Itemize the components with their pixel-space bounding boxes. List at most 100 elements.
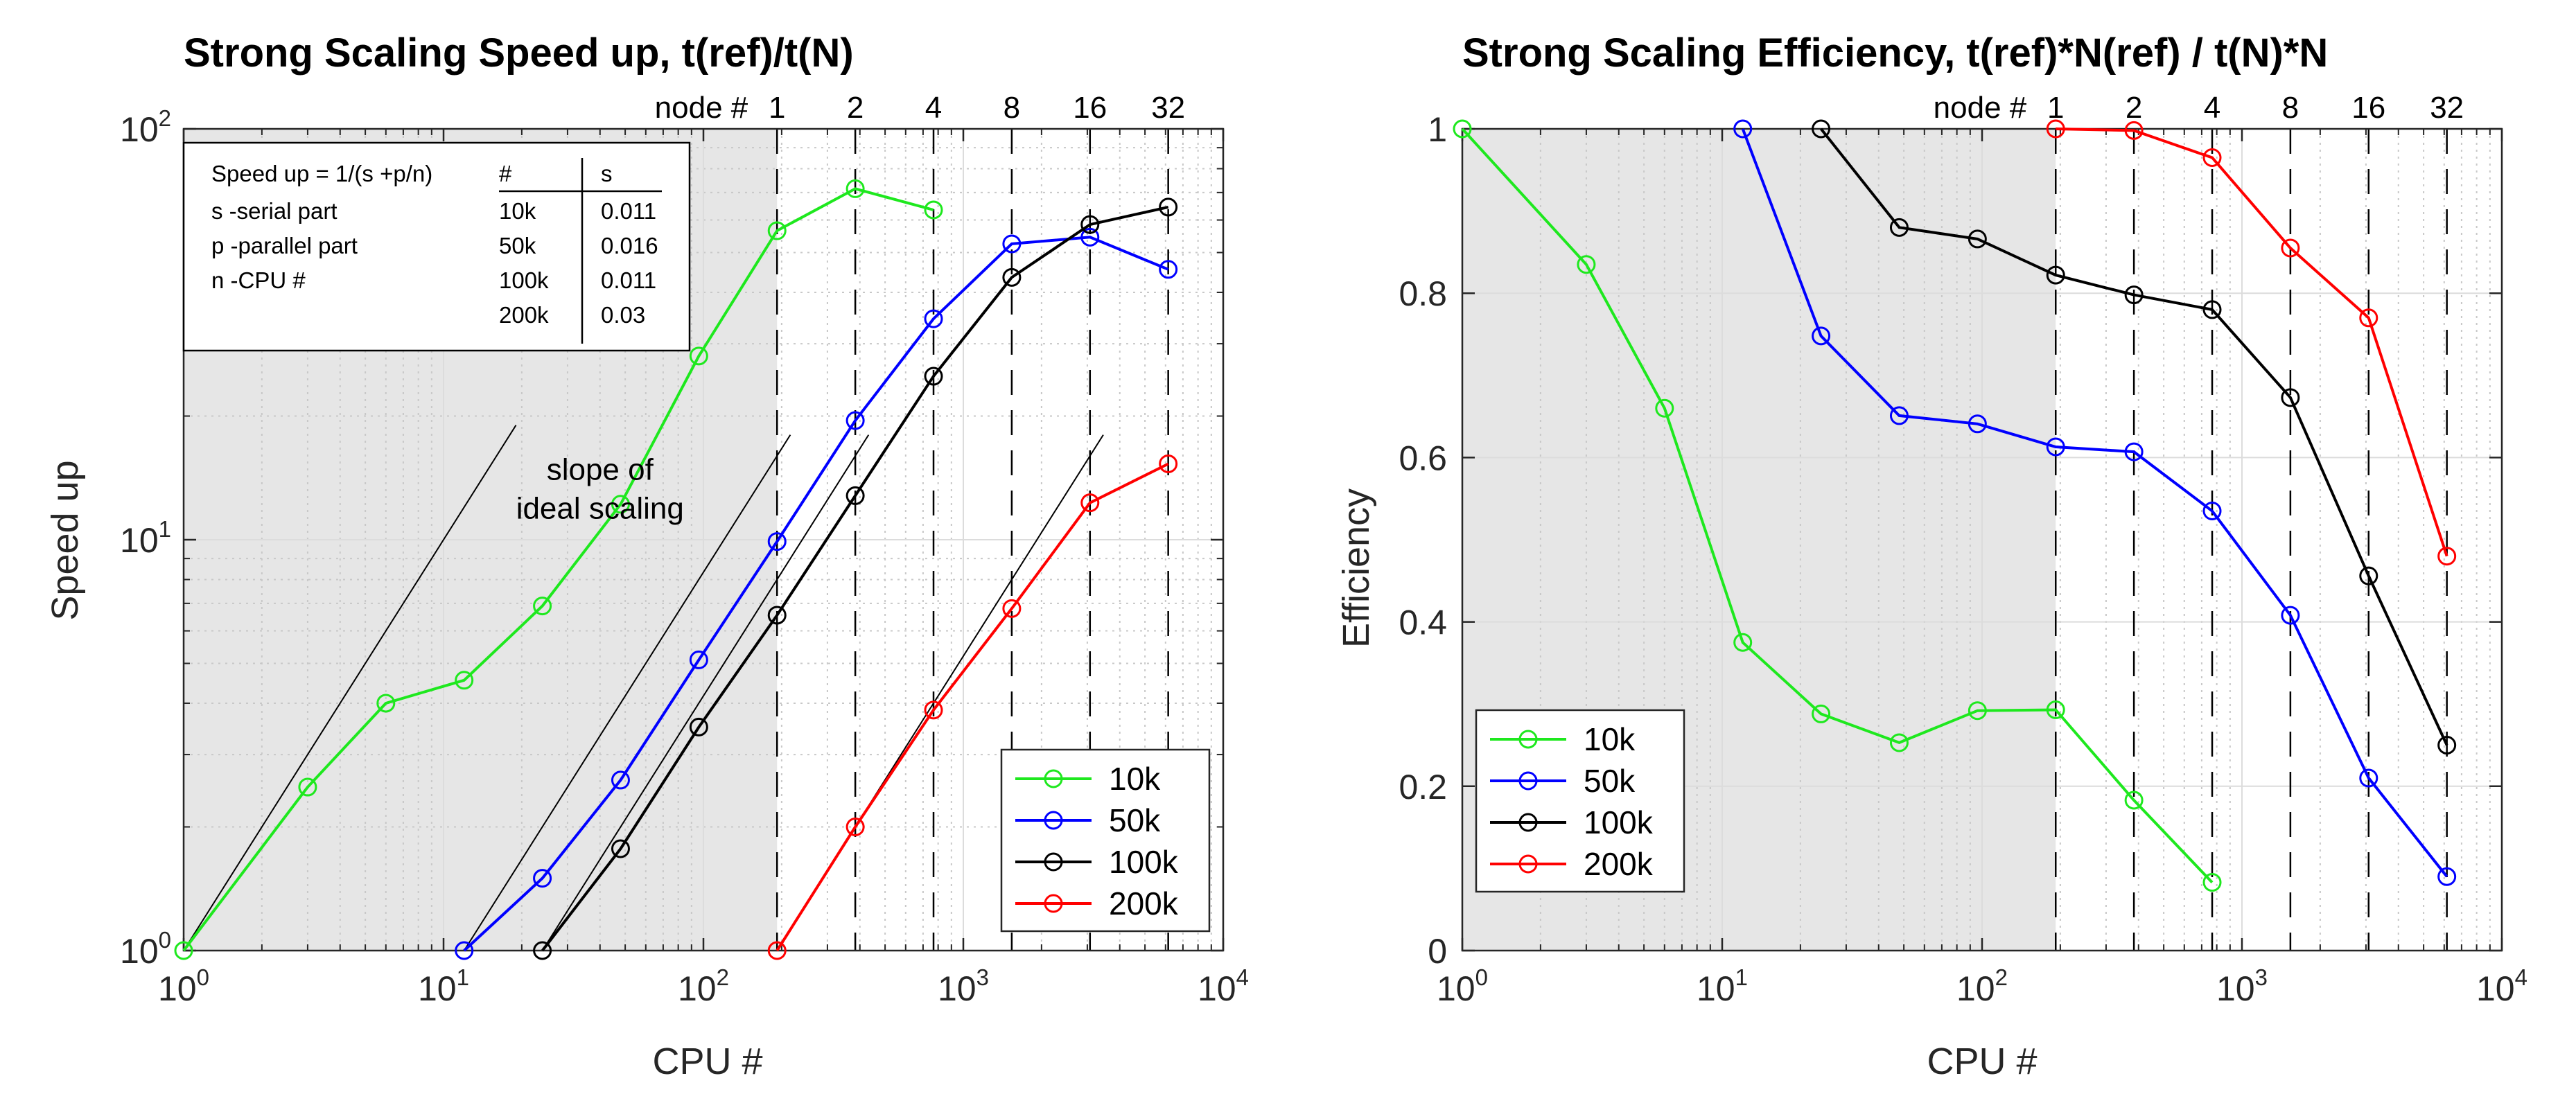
speedup-point-200k-6144 [1159,454,1178,473]
efficiency-legend-label-50k: 50k [1584,763,1636,799]
speedup-point-50k-768 [924,309,943,328]
speedup-node-label-16: 16 [1073,91,1107,125]
efficiency-node-label-2: 2 [2126,91,2142,125]
speedup-node-label-2: 2 [847,91,864,125]
efficiency-chart-title: Strong Scaling Efficiency, t(ref)*N(ref)… [1462,30,2328,76]
efficiency-point-50k-24 [1812,326,1831,346]
speedup-point-100k-3072 [1080,215,1100,234]
efficiency-node-label-4: 4 [2204,91,2220,125]
speedup-x-tick-label: 103 [938,964,989,1008]
efficiency-y-tick-label: 1 [1428,110,1447,149]
speedup-point-100k-6144 [1159,197,1178,217]
info-box-frame [182,141,691,352]
speedup-x-tick-label: 100 [158,964,209,1008]
efficiency-y-tick-label: 0.8 [1399,274,1447,313]
efficiency-point-10k-1 [1453,119,1472,139]
efficiency-point-50k-96 [1968,414,1987,434]
info-box-description-2: n -CPU # [211,267,306,293]
efficiency-point-200k-192 [2046,119,2065,139]
speedup-point-10k-96 [689,346,708,366]
speedup-node-label-4: 4 [925,91,942,125]
speedup-point-10k-1 [174,941,193,960]
speedup-node-label-8: 8 [1004,91,1020,125]
efficiency-point-50k-48 [1889,406,1909,425]
efficiency-point-50k-1536 [2281,606,2300,625]
efficiency-point-10k-384 [2124,791,2144,810]
speedup-point-100k-24 [533,941,552,960]
info-box-description-1: p -parallel part [211,233,358,258]
efficiency-point-10k-768 [2202,873,2222,892]
speedup-point-50k-6144 [1159,260,1178,279]
speedup-point-50k-1536 [1002,234,1022,254]
efficiency-node-label-8: 8 [2282,91,2299,125]
speedup-y-axis-label: Speed up [44,460,86,620]
efficiency-point-10k-6 [1655,398,1674,418]
speedup-chart-title: Strong Scaling Speed up, t(ref)/t(N) [184,30,854,76]
speedup-point-100k-48 [611,839,630,858]
info-box-row-serial-2: 0.011 [601,267,656,293]
efficiency-point-100k-6144 [2437,736,2457,755]
efficiency-legend-swatch-marker-200k [1518,854,1538,874]
speedup-y-tick-label: 102 [120,105,171,149]
info-box-row-dataset-0: 10k [499,198,536,224]
speedup-legend: 10k 50k 100k 200k [1000,748,1211,933]
efficiency-legend-swatch-marker-100k [1518,813,1538,832]
speedup-point-200k-1536 [1002,599,1022,618]
efficiency-x-tick-label: 104 [2476,964,2527,1008]
efficiency-x-tick-label: 102 [1956,964,2008,1008]
speedup-annotation-0-line-0: slope of [547,452,654,486]
speedup-legend-label-200k: 200k [1109,885,1179,921]
speedup-point-10k-12 [455,671,474,690]
speedup-point-10k-3 [298,777,317,797]
efficiency-point-200k-6144 [2437,547,2457,566]
speedup-ideal-line-2 [541,434,870,951]
efficiency-point-50k-192 [2046,437,2065,457]
speedup-legend-swatch-marker-50k [1044,811,1063,830]
efficiency-point-10k-48 [1889,733,1909,752]
speedup-node-label-1: 1 [769,91,785,125]
speedup-point-10k-48 [611,495,630,514]
speedup-y-tick-label: 101 [120,516,171,560]
speedup-legend-label-10k: 10k [1109,761,1161,797]
info-box-row-dataset-3: 200k [499,302,549,328]
speedup-x-axis-label: CPU # [652,1041,762,1082]
speedup-point-50k-3072 [1080,227,1100,247]
speedup-node-label-32: 32 [1151,91,1185,125]
speedup-plot: 1 2 4 8 16 32 node # 100 101 102 103 104 100 101 102 sl… [120,91,1249,1008]
speedup-series-line-100k [541,205,1169,952]
speedup-point-200k-768 [924,700,943,720]
efficiency-node-label-16: 16 [2351,91,2385,125]
efficiency-legend-label-10k: 10k [1584,721,1636,757]
speedup-point-100k-384 [845,486,865,505]
efficiency-legend-label-100k: 100k [1584,804,1654,840]
efficiency-point-200k-768 [2202,148,2222,168]
info-box-header-serial: s [601,161,613,186]
efficiency-node-label-32: 32 [2430,91,2464,125]
info-box-formula: Speed up = 1/(s +p/n) [211,161,432,186]
efficiency-point-50k-3072 [2359,768,2378,788]
efficiency-point-10k-192 [2046,700,2065,720]
efficiency-point-200k-3072 [2359,308,2378,328]
efficiency-node-label-1: 1 [2047,91,2064,125]
efficiency-point-100k-24 [1812,119,1831,139]
efficiency-point-10k-12 [1733,633,1753,652]
speedup-point-200k-192 [767,941,787,960]
speedup-ideal-line-1 [463,434,791,951]
speedup-point-100k-192 [767,606,787,625]
speedup-legend-label-50k: 50k [1109,802,1161,838]
speedup-series-line-200k [776,462,1169,952]
efficiency-point-50k-384 [2124,442,2144,461]
speedup-point-10k-768 [924,200,943,220]
speedup-legend-swatch-marker-10k [1044,769,1063,788]
efficiency-point-10k-96 [1968,701,1987,721]
efficiency-y-tick-label: 0 [1428,932,1447,971]
efficiency-point-100k-384 [2124,285,2144,305]
speedup-point-50k-384 [845,411,865,430]
info-box-description-0: s -serial part [211,198,338,224]
speedup-point-100k-1536 [1002,267,1022,287]
speedup-point-200k-3072 [1080,493,1100,513]
efficiency-y-tick-label: 0.6 [1399,439,1447,477]
efficiency-series-line-100k [1820,127,2448,746]
